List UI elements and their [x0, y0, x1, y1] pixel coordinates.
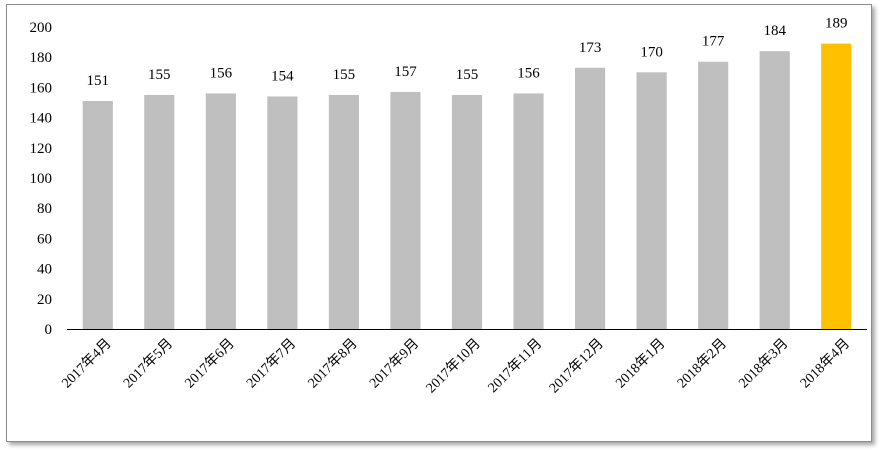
- x-tick-label: 2018年3月: [736, 336, 792, 392]
- y-tick-label: 100: [30, 171, 53, 187]
- data-label: 170: [640, 44, 663, 60]
- bar: [513, 93, 544, 329]
- y-tick-label: 0: [45, 322, 53, 338]
- x-tick-label: 2017年6月: [182, 336, 238, 392]
- x-tick-label: 2017年8月: [305, 336, 361, 392]
- data-label: 155: [456, 67, 479, 83]
- data-label: 173: [579, 40, 602, 56]
- y-tick-label: 80: [37, 201, 52, 217]
- x-tick-label: 2017年7月: [243, 336, 299, 392]
- y-tick-label: 20: [37, 292, 52, 308]
- x-tick-label: 2017年12月: [546, 336, 607, 397]
- y-tick-label: 60: [37, 231, 52, 247]
- bar: [821, 43, 852, 330]
- data-label: 151: [87, 73, 110, 89]
- x-tick-label: 2018年1月: [613, 336, 669, 392]
- x-tick-label: 2017年5月: [120, 336, 176, 392]
- bar: [205, 93, 236, 329]
- bars: [82, 43, 852, 330]
- data-label: 157: [394, 64, 417, 80]
- data-labels: 151 155 156 154 155 157 155 156 173 170 177 184 189: [87, 16, 848, 89]
- x-tick-label: 2017年4月: [59, 336, 115, 392]
- y-tick-label: 120: [30, 141, 53, 157]
- y-tick-label: 40: [37, 262, 52, 278]
- data-label: 184: [763, 23, 786, 39]
- bar: [390, 91, 421, 330]
- y-tick-label: 160: [30, 80, 53, 96]
- data-label: 156: [517, 65, 540, 81]
- x-tick-label: 2017年10月: [423, 336, 484, 397]
- bar: [451, 94, 483, 329]
- data-label: 154: [271, 68, 294, 84]
- bar: [82, 100, 113, 330]
- bar: [328, 94, 359, 329]
- x-tick-label: 2018年2月: [674, 336, 730, 392]
- data-label: 156: [210, 65, 233, 81]
- x-tick-label: 2018年4月: [797, 336, 853, 392]
- y-tick-label: 200: [30, 20, 53, 36]
- data-label: 189: [825, 16, 848, 32]
- data-label: 155: [148, 67, 171, 83]
- data-label: 177: [702, 34, 725, 50]
- x-tick-label: 2017年11月: [485, 336, 545, 396]
- y-tick-label: 180: [30, 50, 53, 66]
- y-axis-ticks: 0 20 40 60 80 100 120 140 160 180 200: [30, 20, 53, 338]
- data-label: 155: [333, 67, 356, 83]
- bar: [698, 61, 729, 329]
- bar: [575, 67, 606, 330]
- bar: [144, 94, 175, 329]
- y-tick-label: 140: [30, 111, 53, 127]
- bar: [759, 51, 790, 329]
- bar: [267, 96, 298, 330]
- bar: [636, 72, 667, 330]
- x-tick-label: 2017年9月: [366, 336, 422, 392]
- x-axis-labels: 2017年4月 2017年5月 2017年6月 2017年7月 2017年8月 2017年…: [59, 336, 853, 397]
